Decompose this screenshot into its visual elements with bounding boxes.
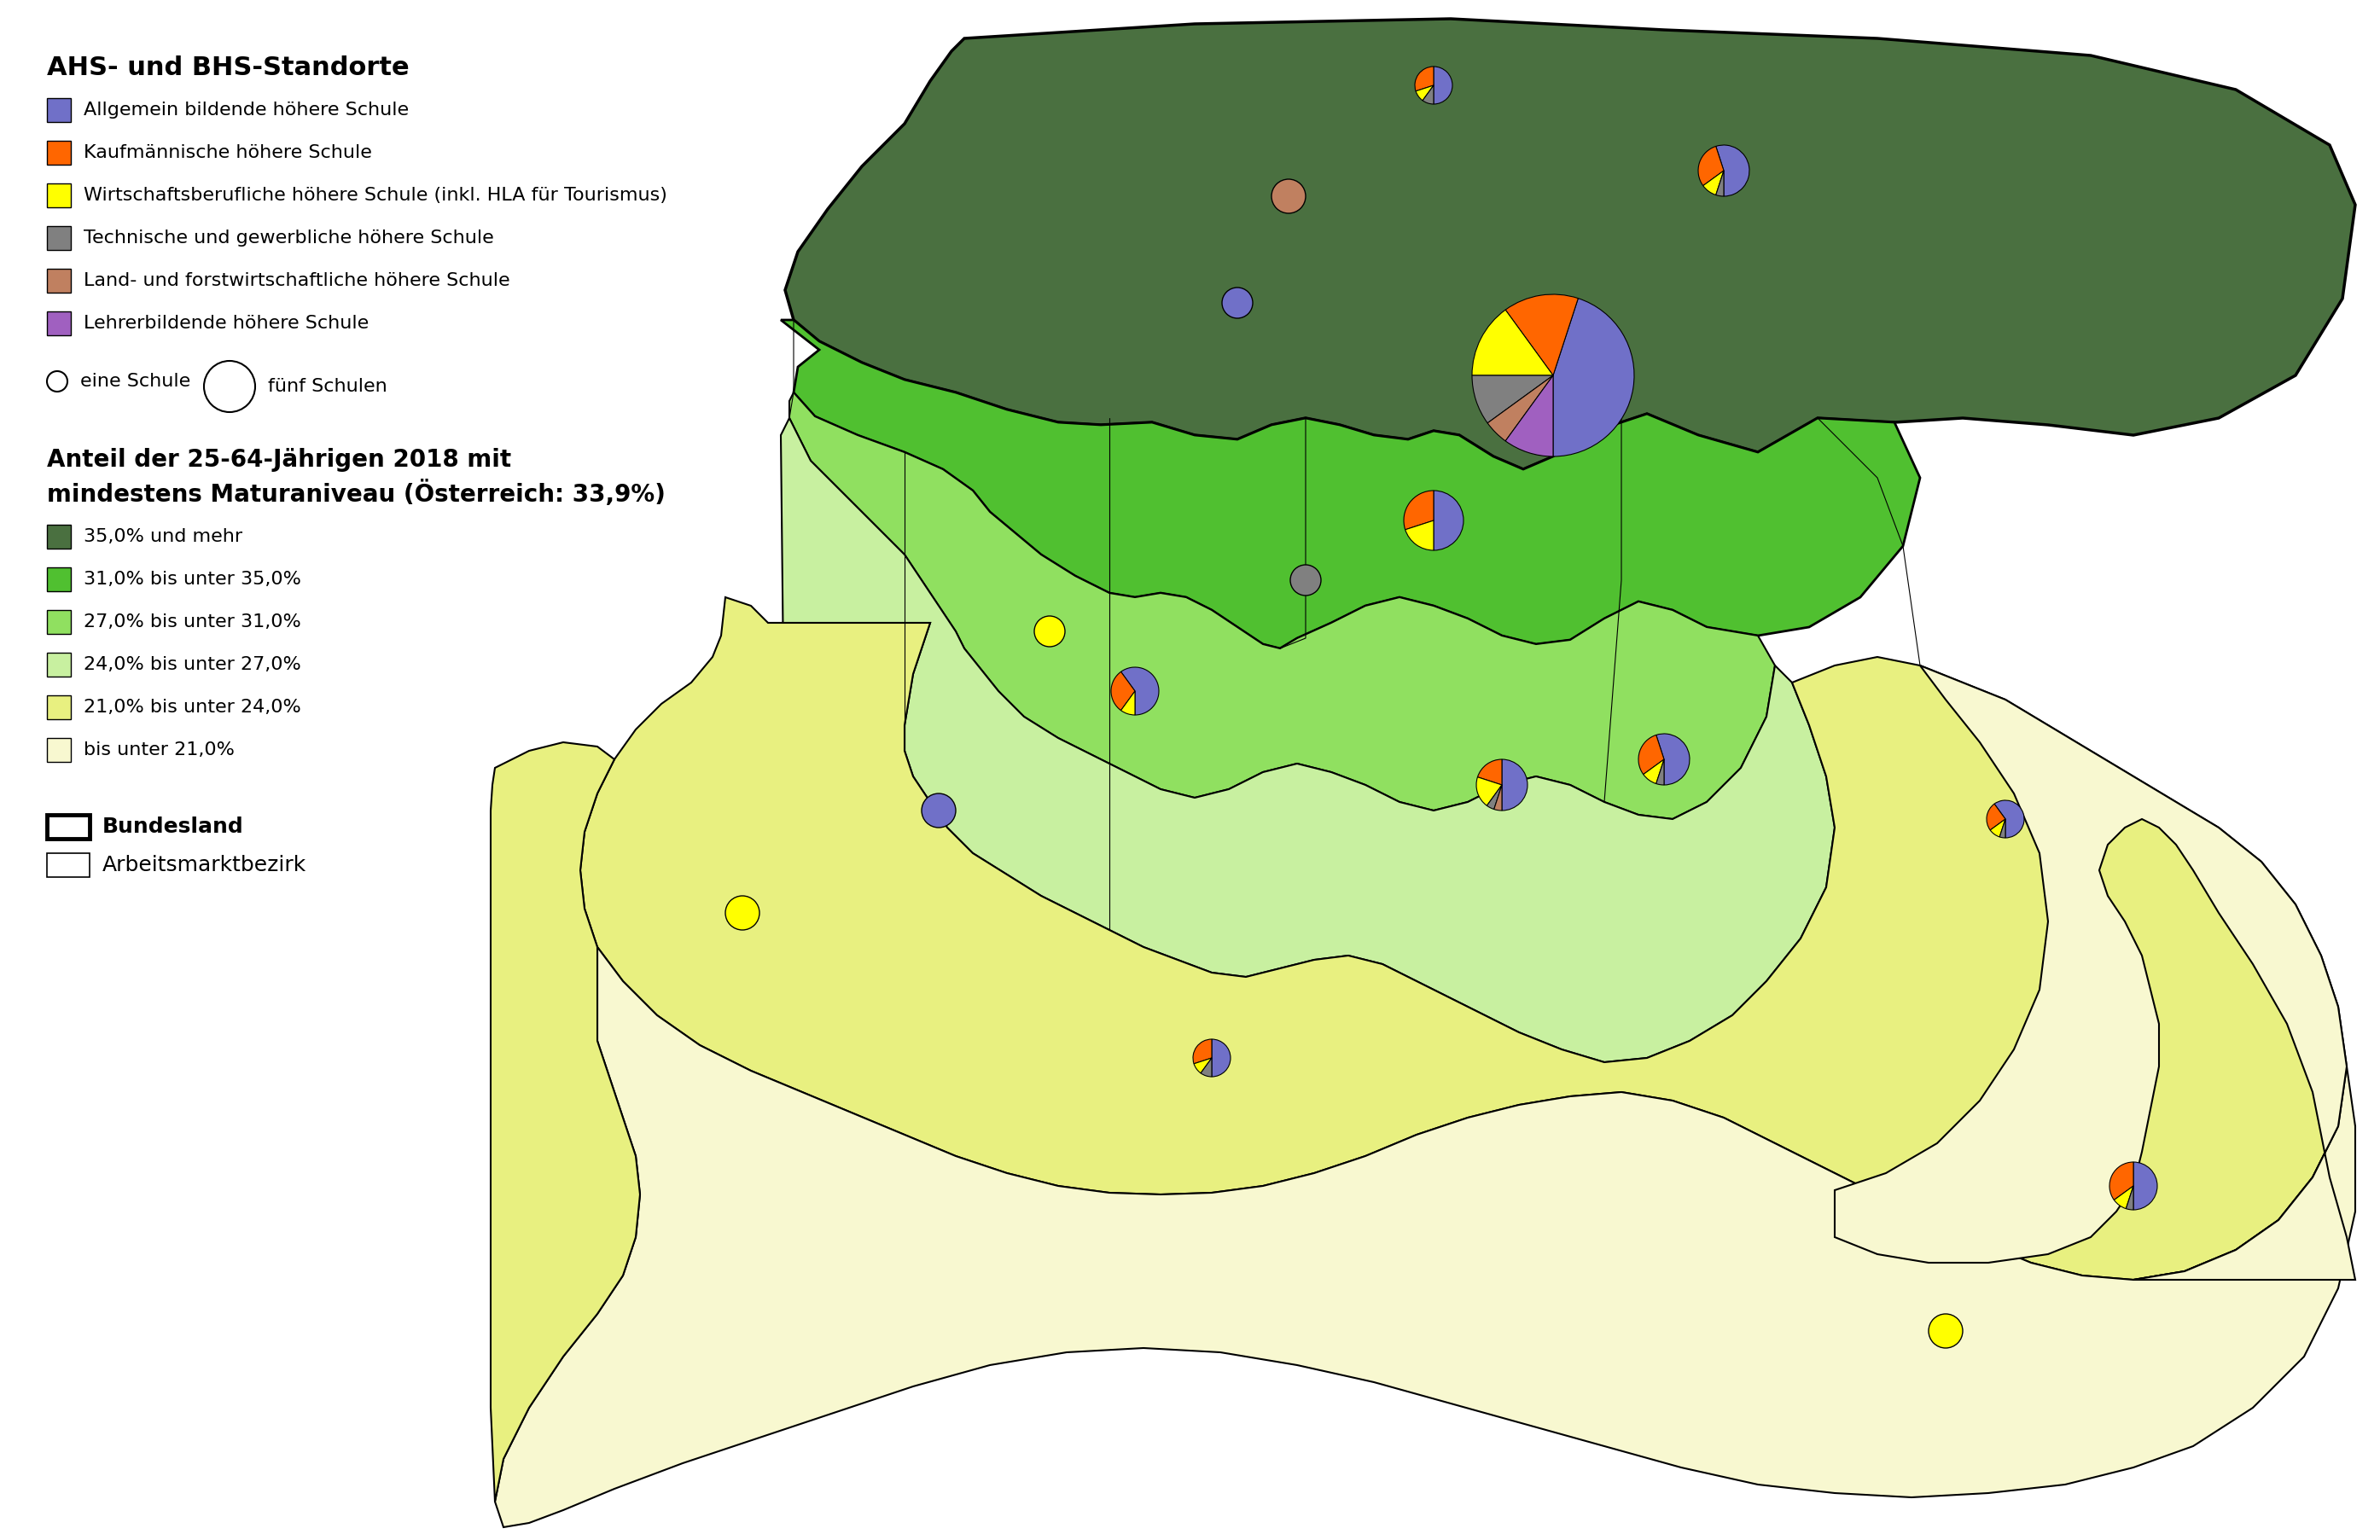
- Circle shape: [921, 793, 957, 827]
- Wedge shape: [1716, 171, 1723, 196]
- Wedge shape: [1704, 171, 1723, 196]
- Text: 24,0% bis unter 27,0%: 24,0% bis unter 27,0%: [83, 656, 300, 673]
- Circle shape: [726, 896, 759, 930]
- FancyBboxPatch shape: [48, 853, 90, 878]
- Wedge shape: [1195, 1058, 1211, 1073]
- Wedge shape: [1478, 759, 1502, 785]
- Wedge shape: [1507, 376, 1554, 456]
- Wedge shape: [1433, 491, 1464, 550]
- Wedge shape: [1121, 667, 1159, 715]
- Wedge shape: [1433, 66, 1452, 105]
- Text: 35,0% und mehr: 35,0% und mehr: [83, 528, 243, 545]
- Circle shape: [205, 360, 255, 413]
- Wedge shape: [1554, 299, 1635, 456]
- Wedge shape: [1507, 294, 1578, 376]
- Text: 31,0% bis unter 35,0%: 31,0% bis unter 35,0%: [83, 571, 302, 588]
- Text: eine Schule: eine Schule: [81, 373, 190, 390]
- Wedge shape: [1488, 785, 1502, 810]
- Polygon shape: [490, 742, 640, 1502]
- Wedge shape: [1999, 819, 2006, 838]
- Wedge shape: [1990, 819, 2006, 836]
- Wedge shape: [2132, 1163, 2156, 1210]
- Wedge shape: [1642, 759, 1664, 784]
- Text: Arbeitsmarktbezirk: Arbeitsmarktbezirk: [102, 855, 307, 875]
- FancyBboxPatch shape: [48, 696, 71, 719]
- Polygon shape: [495, 947, 2356, 1528]
- FancyBboxPatch shape: [48, 567, 71, 591]
- Wedge shape: [1987, 804, 2006, 830]
- Text: AHS- und BHS-Standorte: AHS- und BHS-Standorte: [48, 55, 409, 80]
- Polygon shape: [790, 393, 1775, 819]
- Polygon shape: [781, 320, 1921, 648]
- Wedge shape: [1111, 671, 1135, 710]
- Polygon shape: [743, 417, 1835, 1063]
- Wedge shape: [1416, 85, 1433, 100]
- Wedge shape: [1473, 376, 1554, 424]
- Wedge shape: [2109, 1163, 2132, 1200]
- Text: 27,0% bis unter 31,0%: 27,0% bis unter 31,0%: [83, 613, 300, 630]
- Circle shape: [1221, 288, 1252, 319]
- Wedge shape: [1495, 785, 1502, 810]
- FancyBboxPatch shape: [48, 140, 71, 165]
- FancyBboxPatch shape: [48, 525, 71, 548]
- Wedge shape: [1656, 759, 1664, 785]
- Wedge shape: [1404, 491, 1433, 530]
- Wedge shape: [1637, 735, 1664, 775]
- Polygon shape: [1835, 665, 2356, 1280]
- Circle shape: [1290, 565, 1321, 596]
- FancyBboxPatch shape: [48, 738, 71, 762]
- Wedge shape: [1994, 801, 2023, 838]
- Wedge shape: [1473, 310, 1554, 376]
- Text: Kaufmännische höhere Schule: Kaufmännische höhere Schule: [83, 145, 371, 162]
- Polygon shape: [581, 598, 2347, 1280]
- FancyBboxPatch shape: [48, 653, 71, 676]
- Wedge shape: [1502, 759, 1528, 810]
- FancyBboxPatch shape: [48, 311, 71, 336]
- Wedge shape: [1716, 145, 1749, 196]
- FancyBboxPatch shape: [48, 815, 90, 839]
- Polygon shape: [785, 18, 2356, 470]
- Wedge shape: [1423, 85, 1433, 105]
- Wedge shape: [2113, 1186, 2132, 1209]
- FancyBboxPatch shape: [48, 226, 71, 249]
- Wedge shape: [1656, 733, 1690, 785]
- Text: Anteil der 25-64-Jährigen 2018 mit
mindestens Maturaniveau (Österreich: 33,9%): Anteil der 25-64-Jährigen 2018 mit minde…: [48, 448, 666, 507]
- Wedge shape: [1476, 778, 1502, 805]
- Text: Bundesland: Bundesland: [102, 816, 243, 836]
- Text: Allgemein bildende höhere Schule: Allgemein bildende höhere Schule: [83, 102, 409, 119]
- Wedge shape: [1488, 376, 1554, 440]
- Wedge shape: [1414, 66, 1433, 91]
- Circle shape: [1271, 179, 1307, 214]
- Text: Lehrerbildende höhere Schule: Lehrerbildende höhere Schule: [83, 314, 369, 333]
- FancyBboxPatch shape: [48, 270, 71, 293]
- Wedge shape: [1202, 1058, 1211, 1076]
- Wedge shape: [1211, 1040, 1230, 1076]
- FancyBboxPatch shape: [48, 183, 71, 208]
- Wedge shape: [1121, 691, 1135, 715]
- Text: fünf Schulen: fünf Schulen: [269, 377, 388, 396]
- Wedge shape: [2125, 1186, 2132, 1210]
- Circle shape: [48, 371, 67, 391]
- Circle shape: [1035, 616, 1064, 647]
- Text: Technische und gewerbliche höhere Schule: Technische und gewerbliche höhere Schule: [83, 229, 495, 246]
- Text: Wirtschaftsberufliche höhere Schule (inkl. HLA für Tourismus): Wirtschaftsberufliche höhere Schule (ink…: [83, 186, 666, 203]
- Wedge shape: [1404, 521, 1433, 550]
- Circle shape: [1928, 1314, 1963, 1348]
- Text: Land- und forstwirtschaftliche höhere Schule: Land- und forstwirtschaftliche höhere Sc…: [83, 273, 509, 290]
- Text: bis unter 21,0%: bis unter 21,0%: [83, 741, 236, 759]
- FancyBboxPatch shape: [48, 610, 71, 634]
- FancyBboxPatch shape: [48, 99, 71, 122]
- Wedge shape: [1192, 1040, 1211, 1064]
- Text: 21,0% bis unter 24,0%: 21,0% bis unter 24,0%: [83, 699, 300, 716]
- Wedge shape: [1699, 146, 1723, 186]
